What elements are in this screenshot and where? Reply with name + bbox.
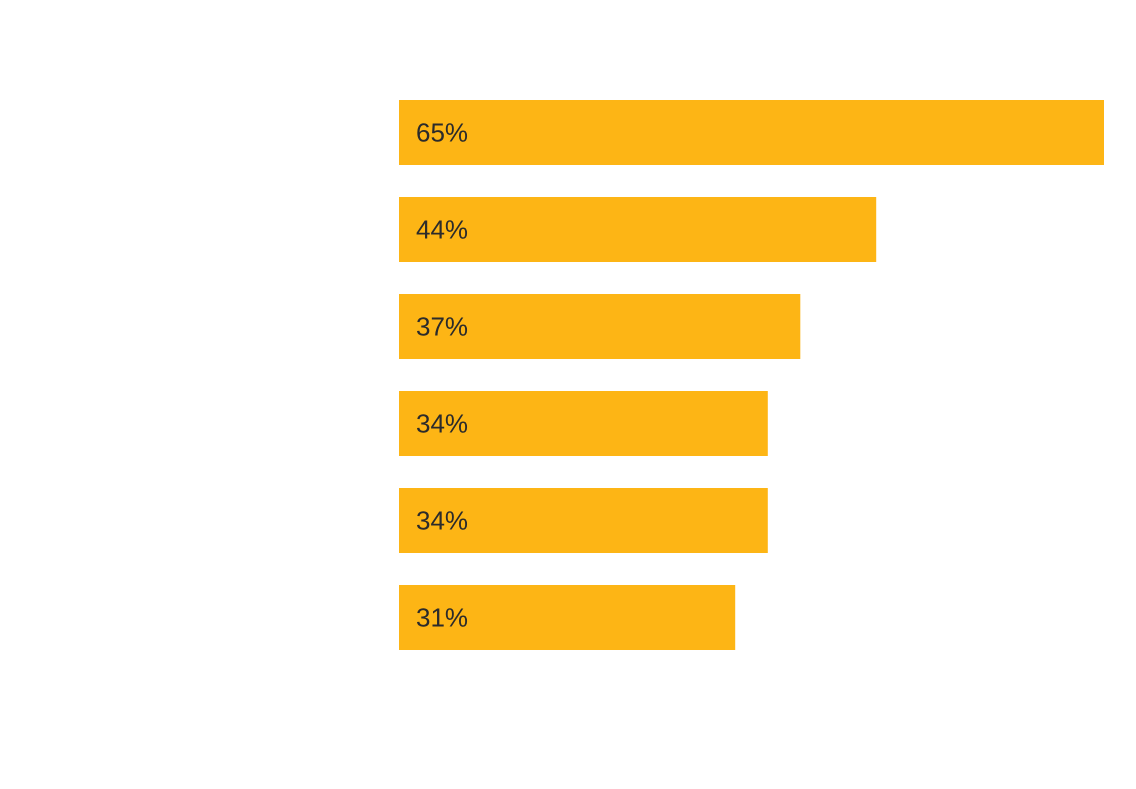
bar-value-label-5: 31% xyxy=(416,603,468,633)
data-labels-group: 65% 44% 37% 34% 34% 31% xyxy=(416,118,468,633)
bars-group xyxy=(399,100,1104,650)
bar-2 xyxy=(399,294,801,359)
bar-4 xyxy=(399,488,768,553)
bar-0 xyxy=(399,100,1104,165)
bar-value-label-4: 34% xyxy=(416,506,468,536)
bar-value-label-3: 34% xyxy=(416,409,468,439)
bar-1 xyxy=(399,197,877,262)
bar-value-label-0: 65% xyxy=(416,118,468,148)
bar-value-label-1: 44% xyxy=(416,215,468,245)
bar-5 xyxy=(399,585,736,650)
bar-3 xyxy=(399,391,768,456)
bar-value-label-2: 37% xyxy=(416,312,468,342)
